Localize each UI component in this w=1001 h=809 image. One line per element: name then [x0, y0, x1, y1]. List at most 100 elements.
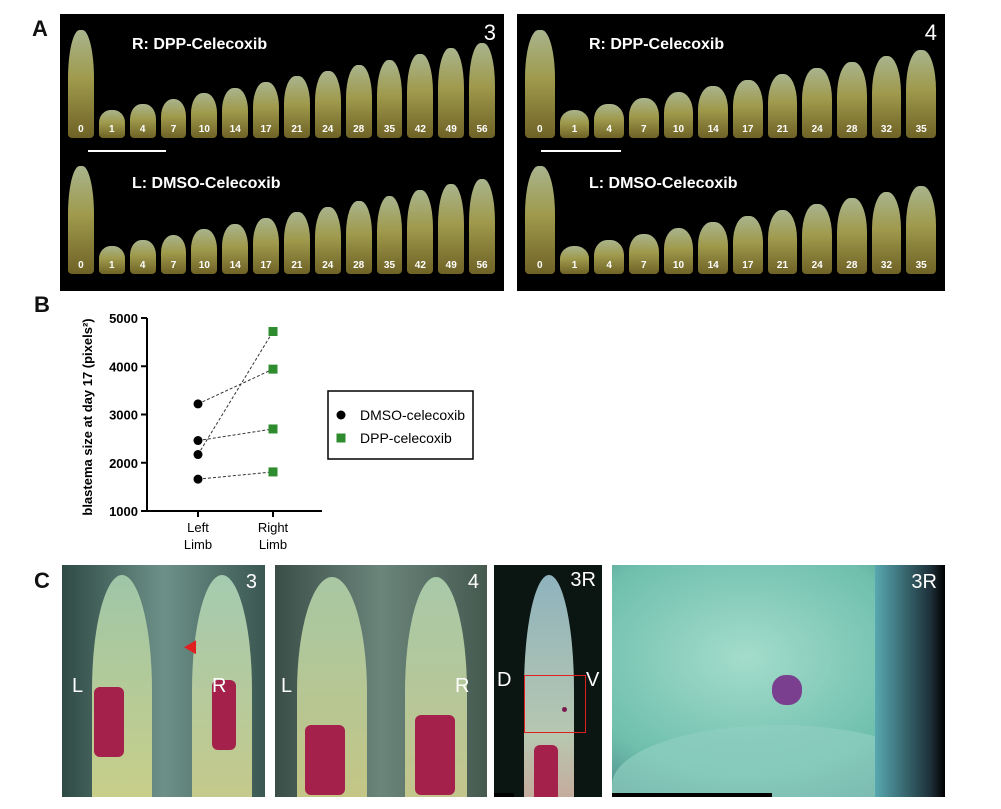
image-c-3r-magnified: 3R — [612, 565, 945, 797]
y-tick-label: 4000 — [109, 359, 138, 374]
limb-day-35: 35 — [906, 50, 936, 138]
limb-day-10: 10 — [663, 92, 694, 138]
limb-day-4: 4 — [594, 104, 624, 138]
ventral-label: V — [586, 669, 600, 691]
limb-day-24: 24 — [802, 68, 832, 138]
limb-day-17: 17 — [253, 82, 279, 138]
limb-day-28: 28 — [345, 201, 372, 274]
limb-day-32: 32 — [871, 56, 902, 138]
limb-day-7: 7 — [629, 98, 659, 138]
left-label: L — [281, 675, 293, 697]
day-label: 28 — [846, 124, 858, 135]
legend-marker-dmso — [336, 410, 346, 420]
blastema-chart: blastema size at day 17 (pixels²) 1000 20… — [80, 311, 474, 552]
row-title-left: L: DMSO-Celecoxib — [589, 175, 738, 192]
day-label: 32 — [880, 124, 893, 135]
legend-label: DMSO-celecoxib — [360, 407, 465, 423]
image-c-animal-4: 4 L R — [275, 565, 487, 797]
limb-day-17: 17 — [253, 218, 279, 274]
limb-day-21: 21 — [284, 76, 310, 138]
y-tick-label: 3000 — [109, 408, 138, 423]
day-label: 28 — [353, 260, 365, 271]
image-c-3r-section: 3R D V — [494, 565, 602, 797]
animal-number: 3R — [911, 571, 937, 593]
day-label: 56 — [476, 124, 488, 135]
day-label: 10 — [198, 260, 210, 271]
limb-day-1: 1 — [559, 110, 590, 138]
animal-number: 4 — [467, 571, 479, 593]
limb-day-7: 7 — [160, 98, 187, 138]
day-label: 0 — [537, 124, 543, 135]
limb-day-49: 49 — [438, 184, 465, 274]
day-label: 14 — [229, 260, 241, 271]
day-label: 21 — [776, 260, 789, 271]
scale-bar — [541, 150, 621, 152]
scale-bar — [612, 793, 772, 797]
limb-day-35: 35 — [906, 186, 936, 274]
dpp-point — [268, 327, 278, 337]
limb-day-7: 7 — [629, 234, 659, 274]
day-label: 14 — [707, 260, 719, 271]
y-tick-label: 1000 — [109, 504, 138, 519]
limb-day-49: 49 — [438, 48, 465, 138]
panel-label-c: C — [34, 568, 50, 593]
dmso-point — [193, 474, 203, 484]
day-label: 0 — [78, 124, 84, 135]
zoom-region-box — [524, 675, 586, 733]
x-tick-label: Right — [258, 520, 289, 535]
right-label: R — [455, 675, 470, 697]
day-label: 0 — [537, 260, 543, 271]
row-title-right: R: DPP-Celecoxib — [132, 36, 268, 53]
scale-bar — [494, 793, 514, 797]
day-label: 7 — [641, 124, 647, 135]
dpp-point — [268, 364, 278, 374]
dmso-point — [193, 399, 203, 409]
limb-day-0: 0 — [68, 166, 94, 274]
day-label: 24 — [811, 124, 823, 135]
limb-day-42: 42 — [407, 54, 434, 138]
day-label: 49 — [445, 260, 457, 271]
limb-day-4: 4 — [129, 104, 156, 138]
day-label: 4 — [139, 124, 146, 135]
pair-line — [197, 368, 274, 405]
day-label: 10 — [672, 260, 685, 271]
image-c-animal-3: 3 L R — [62, 565, 265, 797]
day-label: 32 — [880, 260, 893, 271]
limb-day-21: 21 — [284, 212, 310, 274]
limb-day-10: 10 — [191, 229, 218, 274]
left-label: L — [72, 675, 84, 697]
scale-bar — [88, 150, 166, 152]
day-label: 4 — [606, 124, 612, 135]
limb-row-right: 0 1 4 7 10 14 17 21 24 28 35 42 49 56 — [66, 28, 498, 138]
day-label: 7 — [170, 124, 177, 135]
limb-day-0: 0 — [68, 30, 94, 138]
dorsal-label: D — [497, 669, 512, 691]
x-tick-label: Limb — [259, 537, 287, 552]
day-label: 0 — [78, 260, 84, 271]
pair-line — [197, 428, 274, 442]
limb-day-21: 21 — [767, 210, 798, 274]
limb-day-1: 1 — [98, 110, 125, 138]
limb-day-1: 1 — [98, 246, 125, 274]
panel-label-a: A — [32, 16, 48, 41]
day-label: 1 — [571, 124, 578, 135]
animal-number: 3R — [570, 569, 596, 591]
limb-row-left: 0 1 4 7 10 14 17 21 24 28 32 35 — [523, 164, 939, 274]
row-title-right: R: DPP-Celecoxib — [589, 36, 725, 53]
limb-day-35: 35 — [376, 195, 403, 274]
limb-day-10: 10 — [191, 93, 218, 138]
limb-day-56: 56 — [469, 42, 495, 138]
day-label: 1 — [571, 260, 578, 271]
limb-day-56: 56 — [469, 178, 495, 274]
limb-day-28: 28 — [837, 198, 867, 274]
day-label: 1 — [108, 260, 115, 271]
dmso-point — [193, 436, 203, 446]
limb-day-42: 42 — [407, 190, 434, 274]
day-label: 35 — [915, 124, 927, 135]
legend-marker-dpp — [336, 433, 346, 443]
day-label: 49 — [445, 124, 457, 135]
day-label: 28 — [353, 124, 365, 135]
day-label: 21 — [776, 124, 789, 135]
legend-label: DPP-celecoxib — [360, 430, 452, 446]
day-label: 21 — [291, 260, 303, 271]
